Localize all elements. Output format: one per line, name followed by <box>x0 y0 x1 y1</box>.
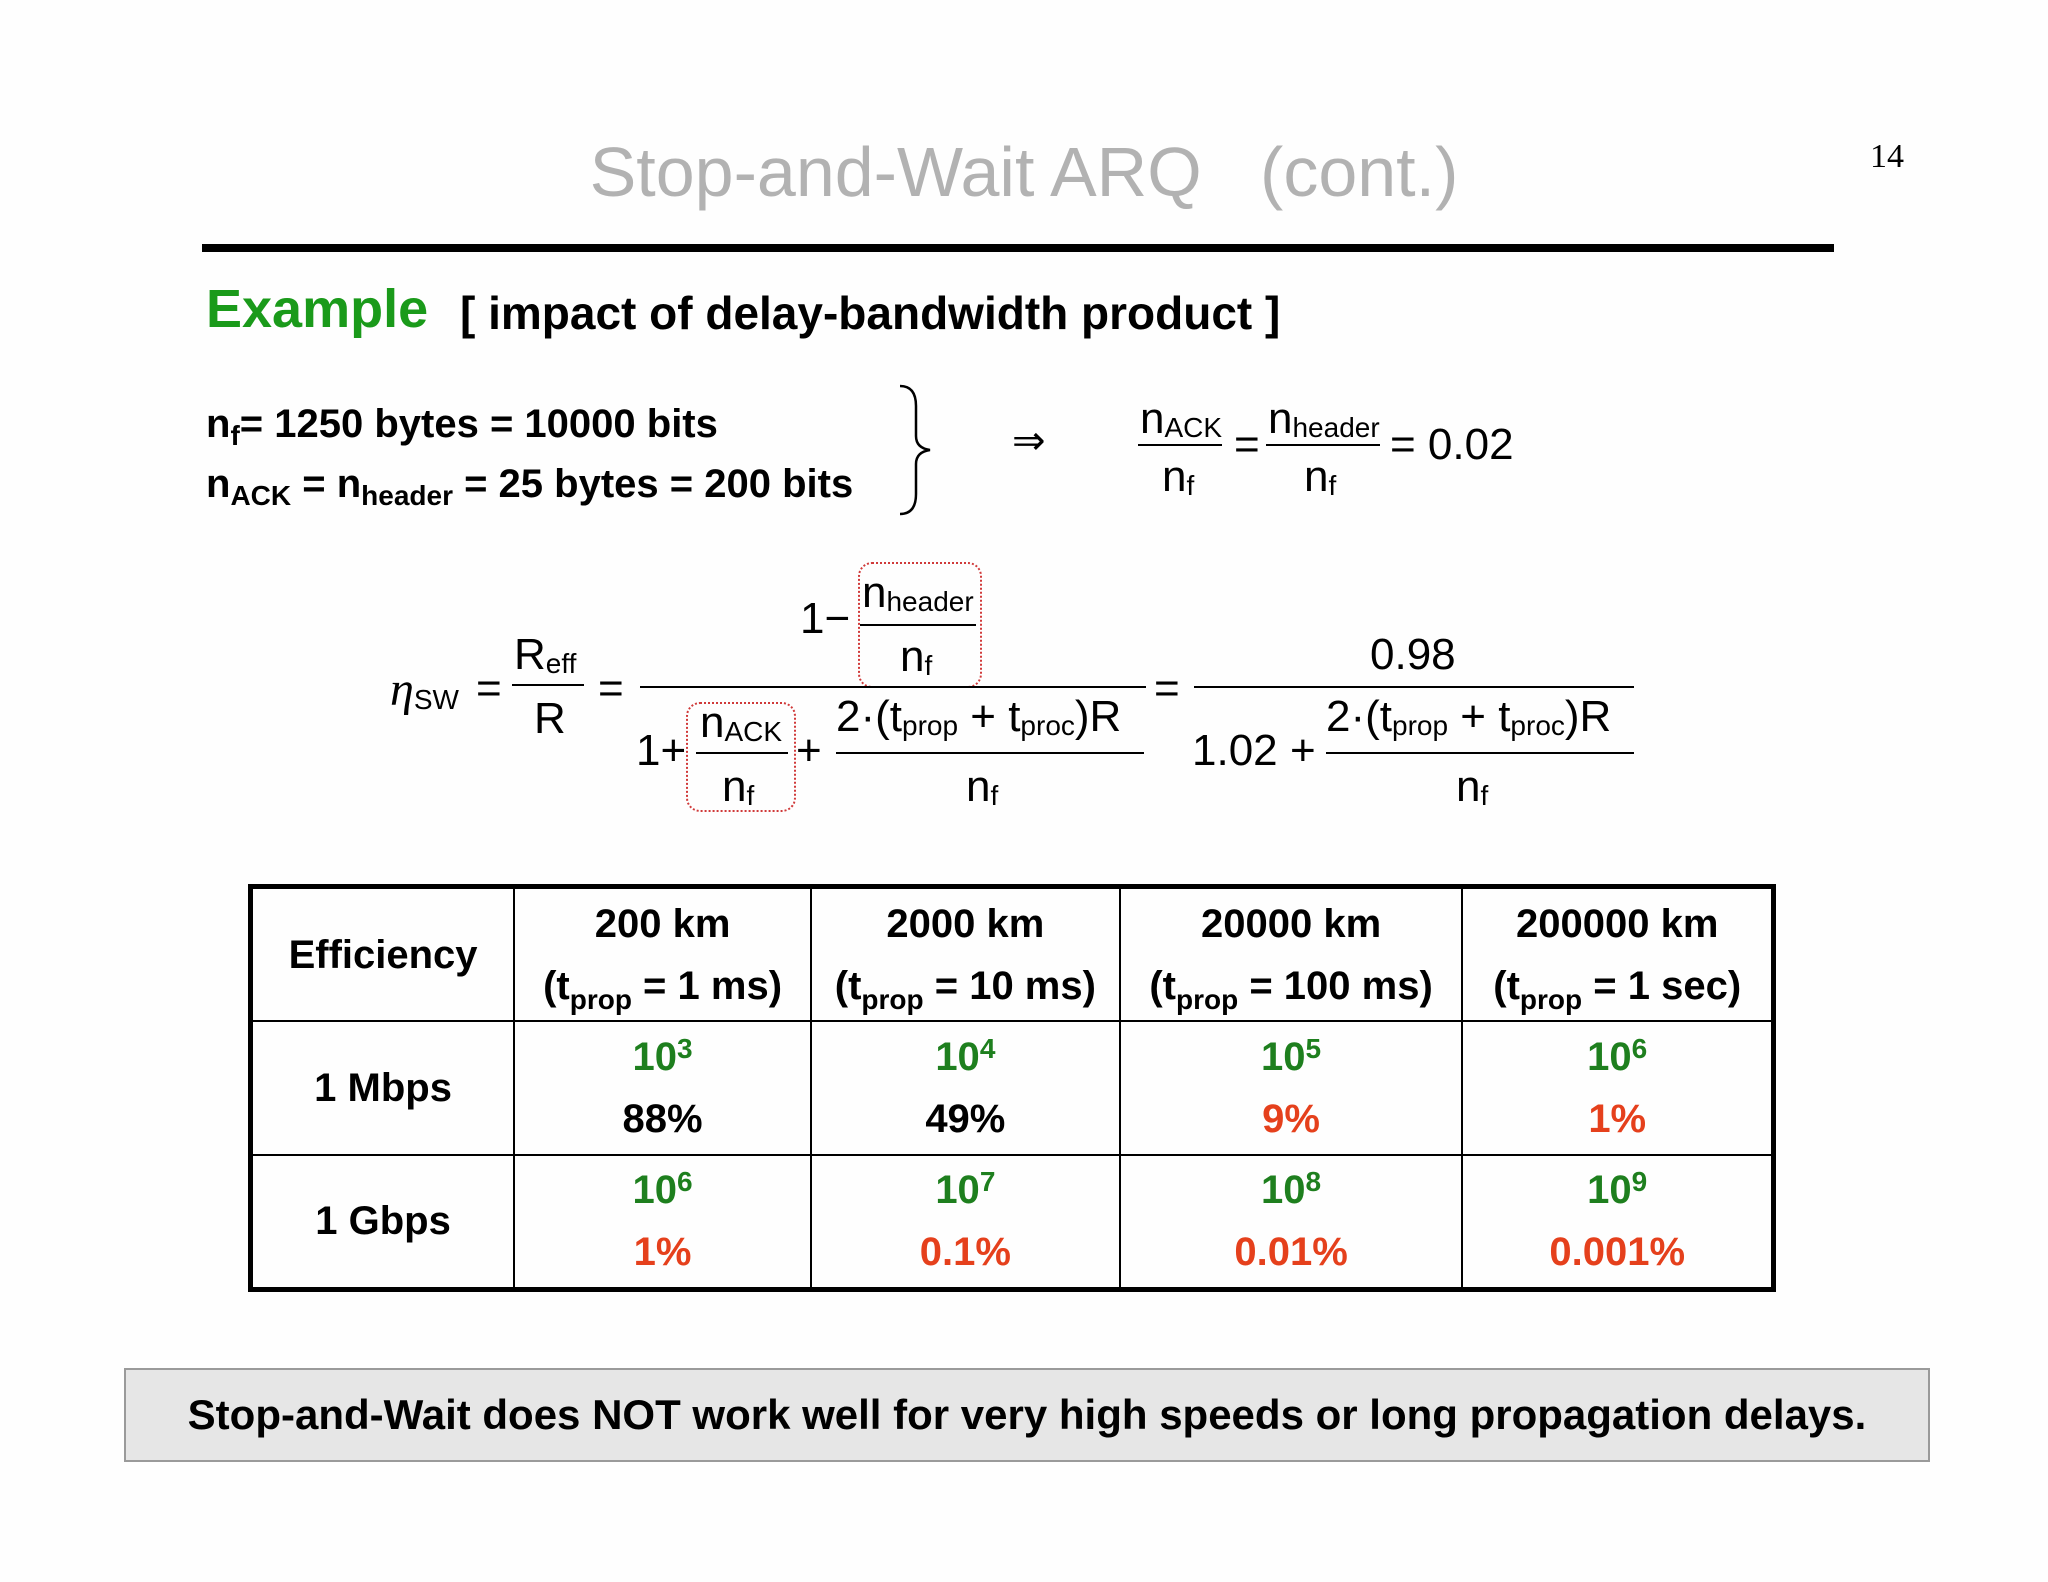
table-cell: 106 1% <box>1461 1020 1775 1156</box>
conclusion-text: Stop-and-Wait does NOT work well for ver… <box>187 1391 1867 1438</box>
simplified-delay-fraction-line <box>1326 752 1634 754</box>
table-row: 1 Gbps 106 1% 107 0.1% 108 0.01% 109 0.001% <box>249 1153 1775 1291</box>
ratio-ack-fraction-line <box>1138 444 1222 446</box>
implies-symbol: ⇒ <box>1012 418 1046 464</box>
ratio-header-numerator: nheader <box>1268 394 1380 443</box>
numer-header-term: nheader <box>862 568 974 617</box>
one-plus: 1+ <box>636 726 687 775</box>
formula-equals-2: = <box>598 664 624 713</box>
simplified-plus: + <box>1290 726 1316 775</box>
table-cell: 103 88% <box>513 1020 812 1156</box>
column-header: 20000 km (tprop = 100 ms) <box>1118 885 1464 1023</box>
table-cell: 108 0.01% <box>1118 1153 1464 1291</box>
denom-ack-fraction-line <box>696 752 788 754</box>
ack-ratio-highlight-box <box>686 702 796 812</box>
table-cell: 109 0.001% <box>1461 1153 1775 1291</box>
ratio-header-denominator: nf <box>1304 452 1337 501</box>
ratio-ack-numerator: nACK <box>1140 394 1223 443</box>
denom-delay-term: 2·(tprop + tproc)R <box>836 692 1122 741</box>
main-fraction-line <box>640 686 1146 688</box>
table-cell: 107 0.1% <box>809 1153 1121 1291</box>
example-subtitle: [ impact of delay-bandwidth product ] <box>460 287 1281 339</box>
denom-delay-fraction-line <box>836 752 1144 754</box>
table-cell: 106 1% <box>513 1153 812 1291</box>
simplified-numerator: 0.98 <box>1370 630 1456 679</box>
definition-nack-nheader: nACK = nheader = 25 bytes = 200 bits <box>206 462 854 511</box>
right-brace-icon <box>899 384 931 516</box>
ratio-ack-denominator: nf <box>1162 452 1195 501</box>
slide-title: Stop-and-Wait ARQ (cont.) <box>589 133 1459 211</box>
column-header: 200 km (tprop = 1 ms) <box>513 885 812 1023</box>
reff-fraction-line <box>512 684 584 686</box>
one-minus: 1− <box>800 594 851 643</box>
denom-nf-term: nf <box>722 762 755 811</box>
numer-nf-term: nf <box>900 632 933 681</box>
row-header: 1 Mbps <box>249 1020 516 1156</box>
efficiency-table: Efficiency 200 km (tprop = 1 ms) 2000 km(… <box>248 884 1776 1292</box>
title-divider <box>202 244 1834 252</box>
numer-header-fraction-line <box>860 624 976 626</box>
simplified-delay-nf: nf <box>1456 762 1489 811</box>
table-header-row: Efficiency 200 km (tprop = 1 ms) 2000 km(… <box>249 885 1775 1023</box>
table-cell: 104 49% <box>809 1020 1121 1156</box>
table-cell: 105 9% <box>1118 1020 1464 1156</box>
reff-denominator: R <box>534 694 566 743</box>
ratio-equals: = <box>1234 420 1260 469</box>
column-header: 200000 km (tprop = 1 sec) <box>1461 885 1775 1023</box>
column-header: 2000 km (tprop = 10 ms) <box>809 885 1121 1023</box>
simplified-constant: 1.02 <box>1192 726 1278 775</box>
formula-equals-3: = <box>1154 664 1180 713</box>
example-label: Example <box>206 279 429 339</box>
denom-plus: + <box>796 726 822 775</box>
row-header: 1 Gbps <box>249 1153 516 1291</box>
page-number: 14 <box>1870 138 1904 175</box>
conclusion-banner: Stop-and-Wait does NOT work well for ver… <box>124 1368 1930 1462</box>
table-row: 1 Mbps 103 88% 104 49% 105 9% 106 1% <box>249 1020 1775 1156</box>
simplified-fraction-line <box>1194 686 1634 688</box>
denom-nack-term: nACK <box>700 698 783 747</box>
table-corner: Efficiency <box>249 885 516 1023</box>
formula-equals-1: = <box>476 664 502 713</box>
ratio-header-fraction-line <box>1266 444 1380 446</box>
ratio-value: = 0.02 <box>1390 420 1514 469</box>
definition-nf: nf= 1250 bytes = 10000 bits <box>206 402 718 451</box>
simplified-delay-term: 2·(tprop + tproc)R <box>1326 692 1612 741</box>
eta-symbol: ηSW <box>390 663 459 716</box>
denom-delay-nf: nf <box>966 762 999 811</box>
reff-numerator: Reff <box>514 630 577 679</box>
